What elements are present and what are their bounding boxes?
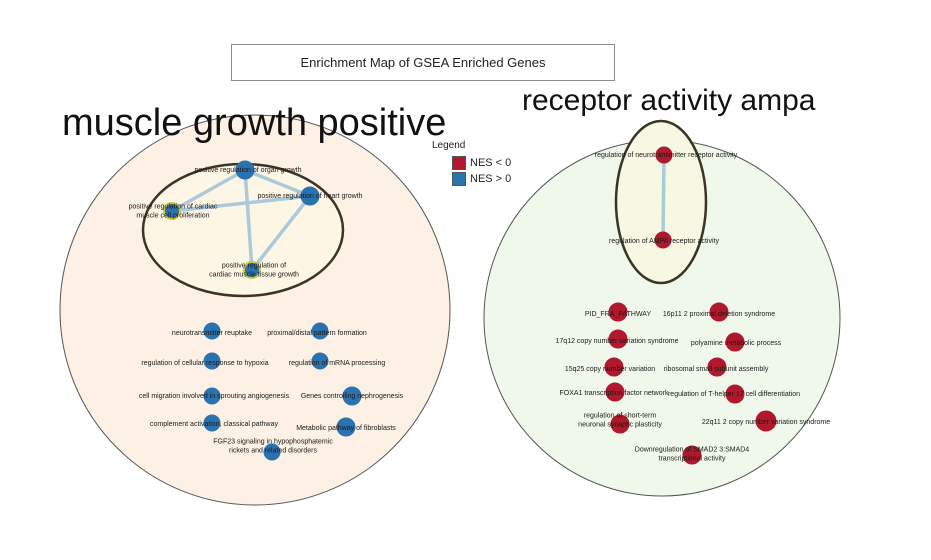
node-label: 17q12 copy number variation syndrome bbox=[556, 338, 679, 345]
node-regulation-of-ampa-receptor-activity: regulation of AMPA receptor activity bbox=[609, 231, 719, 249]
node-regulation-of-t-helper-17-cell-differentiation: regulation of T-helper 17 cell different… bbox=[668, 384, 800, 404]
node-positive-regulation-of-cardiac-muscle-tissue-gro: positive regulation of cardiac muscle tis… bbox=[209, 261, 299, 279]
node-genes-controlling-nephrogenesis: Genes controlling nephrogenesis bbox=[301, 386, 404, 406]
node-marker[interactable] bbox=[311, 322, 329, 340]
node-polyamine-metabolic-process: polyamine metabolic process bbox=[691, 332, 782, 352]
node-marker[interactable] bbox=[725, 384, 745, 404]
node-label: polyamine metabolic process bbox=[691, 340, 782, 347]
node-16p11-2-proximal-deletion-syndrome: 16p11 2 proximal deletion syndrome bbox=[663, 302, 775, 322]
node-label: 16p11 2 proximal deletion syndrome bbox=[663, 311, 775, 318]
edge-positive-regulation-of-organ-growth-to-positive-regulation-of-heart-growth bbox=[243, 168, 312, 198]
node-positive-regulation-of-organ-growth: positive regulation of organ growth bbox=[194, 160, 302, 180]
legend-label-negative: NES < 0 bbox=[470, 157, 512, 169]
node-foxa1-transcription-factor-network: FOXA1 transcription factor network bbox=[560, 382, 669, 402]
node-label: regulation of cellular response to hypox… bbox=[141, 360, 268, 367]
node-marker[interactable] bbox=[707, 357, 727, 377]
node-neurotransmitter-reuptake: neurotransmitter reuptake bbox=[172, 322, 252, 340]
node-positive-regulation-of-cardiac-muscle-cell-proli: positive regulation of cardiac muscle cel… bbox=[129, 202, 218, 220]
node-label: proximal/distal pattern formation bbox=[267, 330, 367, 337]
node-marker[interactable] bbox=[654, 231, 672, 249]
node-label: regulation of mRNA processing bbox=[289, 360, 386, 367]
legend-item-nes-negative: NES < 0 bbox=[452, 155, 511, 171]
node-label: positive regulation of organ growth bbox=[194, 167, 301, 174]
node-label: cell migration involved in sprouting ang… bbox=[139, 393, 290, 400]
edge-positive-regulation-of-heart-growth-to-positive-regulation-of-cardiac-muscle-tissue-gro bbox=[250, 194, 312, 272]
node-downregulation-of-smad2-3-smad4-transcriptional-: Downregulation of SMAD2 3:SMAD4 transcrip… bbox=[635, 445, 749, 465]
node-marker[interactable] bbox=[610, 414, 630, 434]
legend: Legend NES < 0 NES > 0 bbox=[432, 140, 511, 187]
node-marker[interactable] bbox=[203, 322, 221, 340]
node-marker[interactable] bbox=[604, 357, 624, 377]
cluster-label-receptor-activity-ampa: receptor activity ampa bbox=[522, 84, 816, 117]
node-ribosomal-small-subunit-assembly: ribosomal small subunit assembly bbox=[664, 357, 769, 377]
node-pid-fra-pathway: PID_FRA_PATHWAY bbox=[585, 302, 652, 322]
node-label: regulation of neurotransmitter receptor … bbox=[595, 152, 738, 159]
node-fgf23-signaling-in-hypophosphatemic-rickets-and-: FGF23 signaling in hypophosphatemic ricke… bbox=[213, 439, 333, 461]
node-marker[interactable] bbox=[655, 146, 673, 164]
edge-positive-regulation-of-organ-growth-to-positive-regulation-of-cardiac-muscle-cell-proli bbox=[170, 168, 247, 213]
node-label: regulation of T-helper 17 cell different… bbox=[668, 391, 800, 398]
node-label: Genes controlling nephrogenesis bbox=[301, 393, 404, 400]
node-15q25-copy-number-variation: 15q25 copy number variation bbox=[565, 357, 655, 377]
node-marker[interactable] bbox=[605, 382, 625, 402]
node-cell-migration-involved-in-sprouting-angiogenesi: cell migration involved in sprouting ang… bbox=[139, 387, 290, 405]
node-label: neurotransmitter reuptake bbox=[172, 330, 252, 337]
node-17q12-copy-number-variation-syndrome: 17q12 copy number variation syndrome bbox=[556, 329, 679, 349]
node-label: regulation of AMPA receptor activity bbox=[609, 238, 719, 245]
node-regulation-of-mrna-processing: regulation of mRNA processing bbox=[289, 352, 386, 370]
node-label: Metabolic pathway of fibroblasts bbox=[296, 425, 396, 432]
node-label: complement activation, classical pathway bbox=[150, 421, 279, 428]
node-marker[interactable] bbox=[203, 414, 221, 432]
cluster-core-ellipse-receptor-activity-ampa bbox=[614, 119, 708, 285]
node-marker[interactable] bbox=[336, 417, 356, 437]
node-marker[interactable] bbox=[203, 352, 221, 370]
edge-regulation-of-neurotransmitter-receptor-activity-to-regulation-of-ampa-receptor-activity bbox=[661, 153, 666, 242]
node-marker[interactable] bbox=[263, 443, 281, 461]
node-complement-activation-classical-pathway: complement activation, classical pathway bbox=[150, 414, 279, 432]
legend-item-nes-positive: NES > 0 bbox=[452, 171, 511, 187]
node-label: positive regulation of cardiac muscle cel… bbox=[129, 204, 218, 220]
node-marker[interactable] bbox=[311, 352, 329, 370]
edge-positive-regulation-of-organ-growth-to-positive-regulation-of-cardiac-muscle-tissue-gro bbox=[243, 168, 254, 272]
node-label: regulation of short-term neuronal synapti… bbox=[578, 413, 662, 429]
node-label: 15q25 copy number variation bbox=[565, 366, 655, 373]
node-metabolic-pathway-of-fibroblasts: Metabolic pathway of fibroblasts bbox=[296, 417, 396, 437]
node-regulation-of-cellular-response-to-hypoxia: regulation of cellular response to hypox… bbox=[141, 352, 269, 370]
node-marker[interactable] bbox=[243, 261, 261, 279]
legend-label-positive: NES > 0 bbox=[470, 173, 512, 185]
legend-swatch-negative bbox=[452, 156, 466, 170]
node-22q11-2-copy-number-variation-syndrome: 22q11 2 copy number variation syndrome bbox=[702, 410, 830, 432]
map-title: Enrichment Map of GSEA Enriched Genes bbox=[231, 44, 615, 81]
cluster-label-muscle-growth-positive: muscle growth positive bbox=[62, 102, 447, 144]
node-marker[interactable] bbox=[203, 387, 221, 405]
node-proximal-distal-pattern-formation: proximal/distal pattern formation bbox=[267, 322, 367, 340]
legend-title: Legend bbox=[432, 140, 466, 151]
node-regulation-of-neurotransmitter-receptor-activity: regulation of neurotransmitter receptor … bbox=[595, 146, 738, 164]
legend-swatch-positive bbox=[452, 172, 466, 186]
node-label: Downregulation of SMAD2 3:SMAD4 transcrip… bbox=[635, 447, 749, 463]
node-marker[interactable] bbox=[608, 302, 628, 322]
node-marker[interactable] bbox=[300, 186, 320, 206]
node-marker[interactable] bbox=[682, 445, 702, 465]
node-marker[interactable] bbox=[342, 386, 362, 406]
node-label: positive regulation of heart growth bbox=[257, 193, 362, 200]
node-marker[interactable] bbox=[725, 332, 745, 352]
node-label: 22q11 2 copy number variation syndrome bbox=[702, 419, 830, 426]
node-label: positive regulation of cardiac muscle tis… bbox=[209, 263, 299, 279]
node-marker[interactable] bbox=[608, 329, 628, 349]
node-label: FGF23 signaling in hypophosphatemic ricke… bbox=[213, 439, 333, 455]
node-marker[interactable] bbox=[235, 160, 255, 180]
edge-positive-regulation-of-heart-growth-to-positive-regulation-of-cardiac-muscle-cell-proli bbox=[170, 194, 312, 213]
node-label: PID_FRA_PATHWAY bbox=[585, 311, 652, 318]
node-marker[interactable] bbox=[755, 410, 777, 432]
node-label: FOXA1 transcription factor network bbox=[560, 390, 669, 397]
node-regulation-of-short-term-neuronal-synaptic-plast: regulation of short-term neuronal synapti… bbox=[578, 413, 662, 434]
node-marker[interactable] bbox=[163, 202, 181, 220]
node-marker[interactable] bbox=[709, 302, 729, 322]
node-label: ribosomal small subunit assembly bbox=[664, 366, 769, 373]
node-positive-regulation-of-heart-growth: positive regulation of heart growth bbox=[257, 186, 363, 206]
